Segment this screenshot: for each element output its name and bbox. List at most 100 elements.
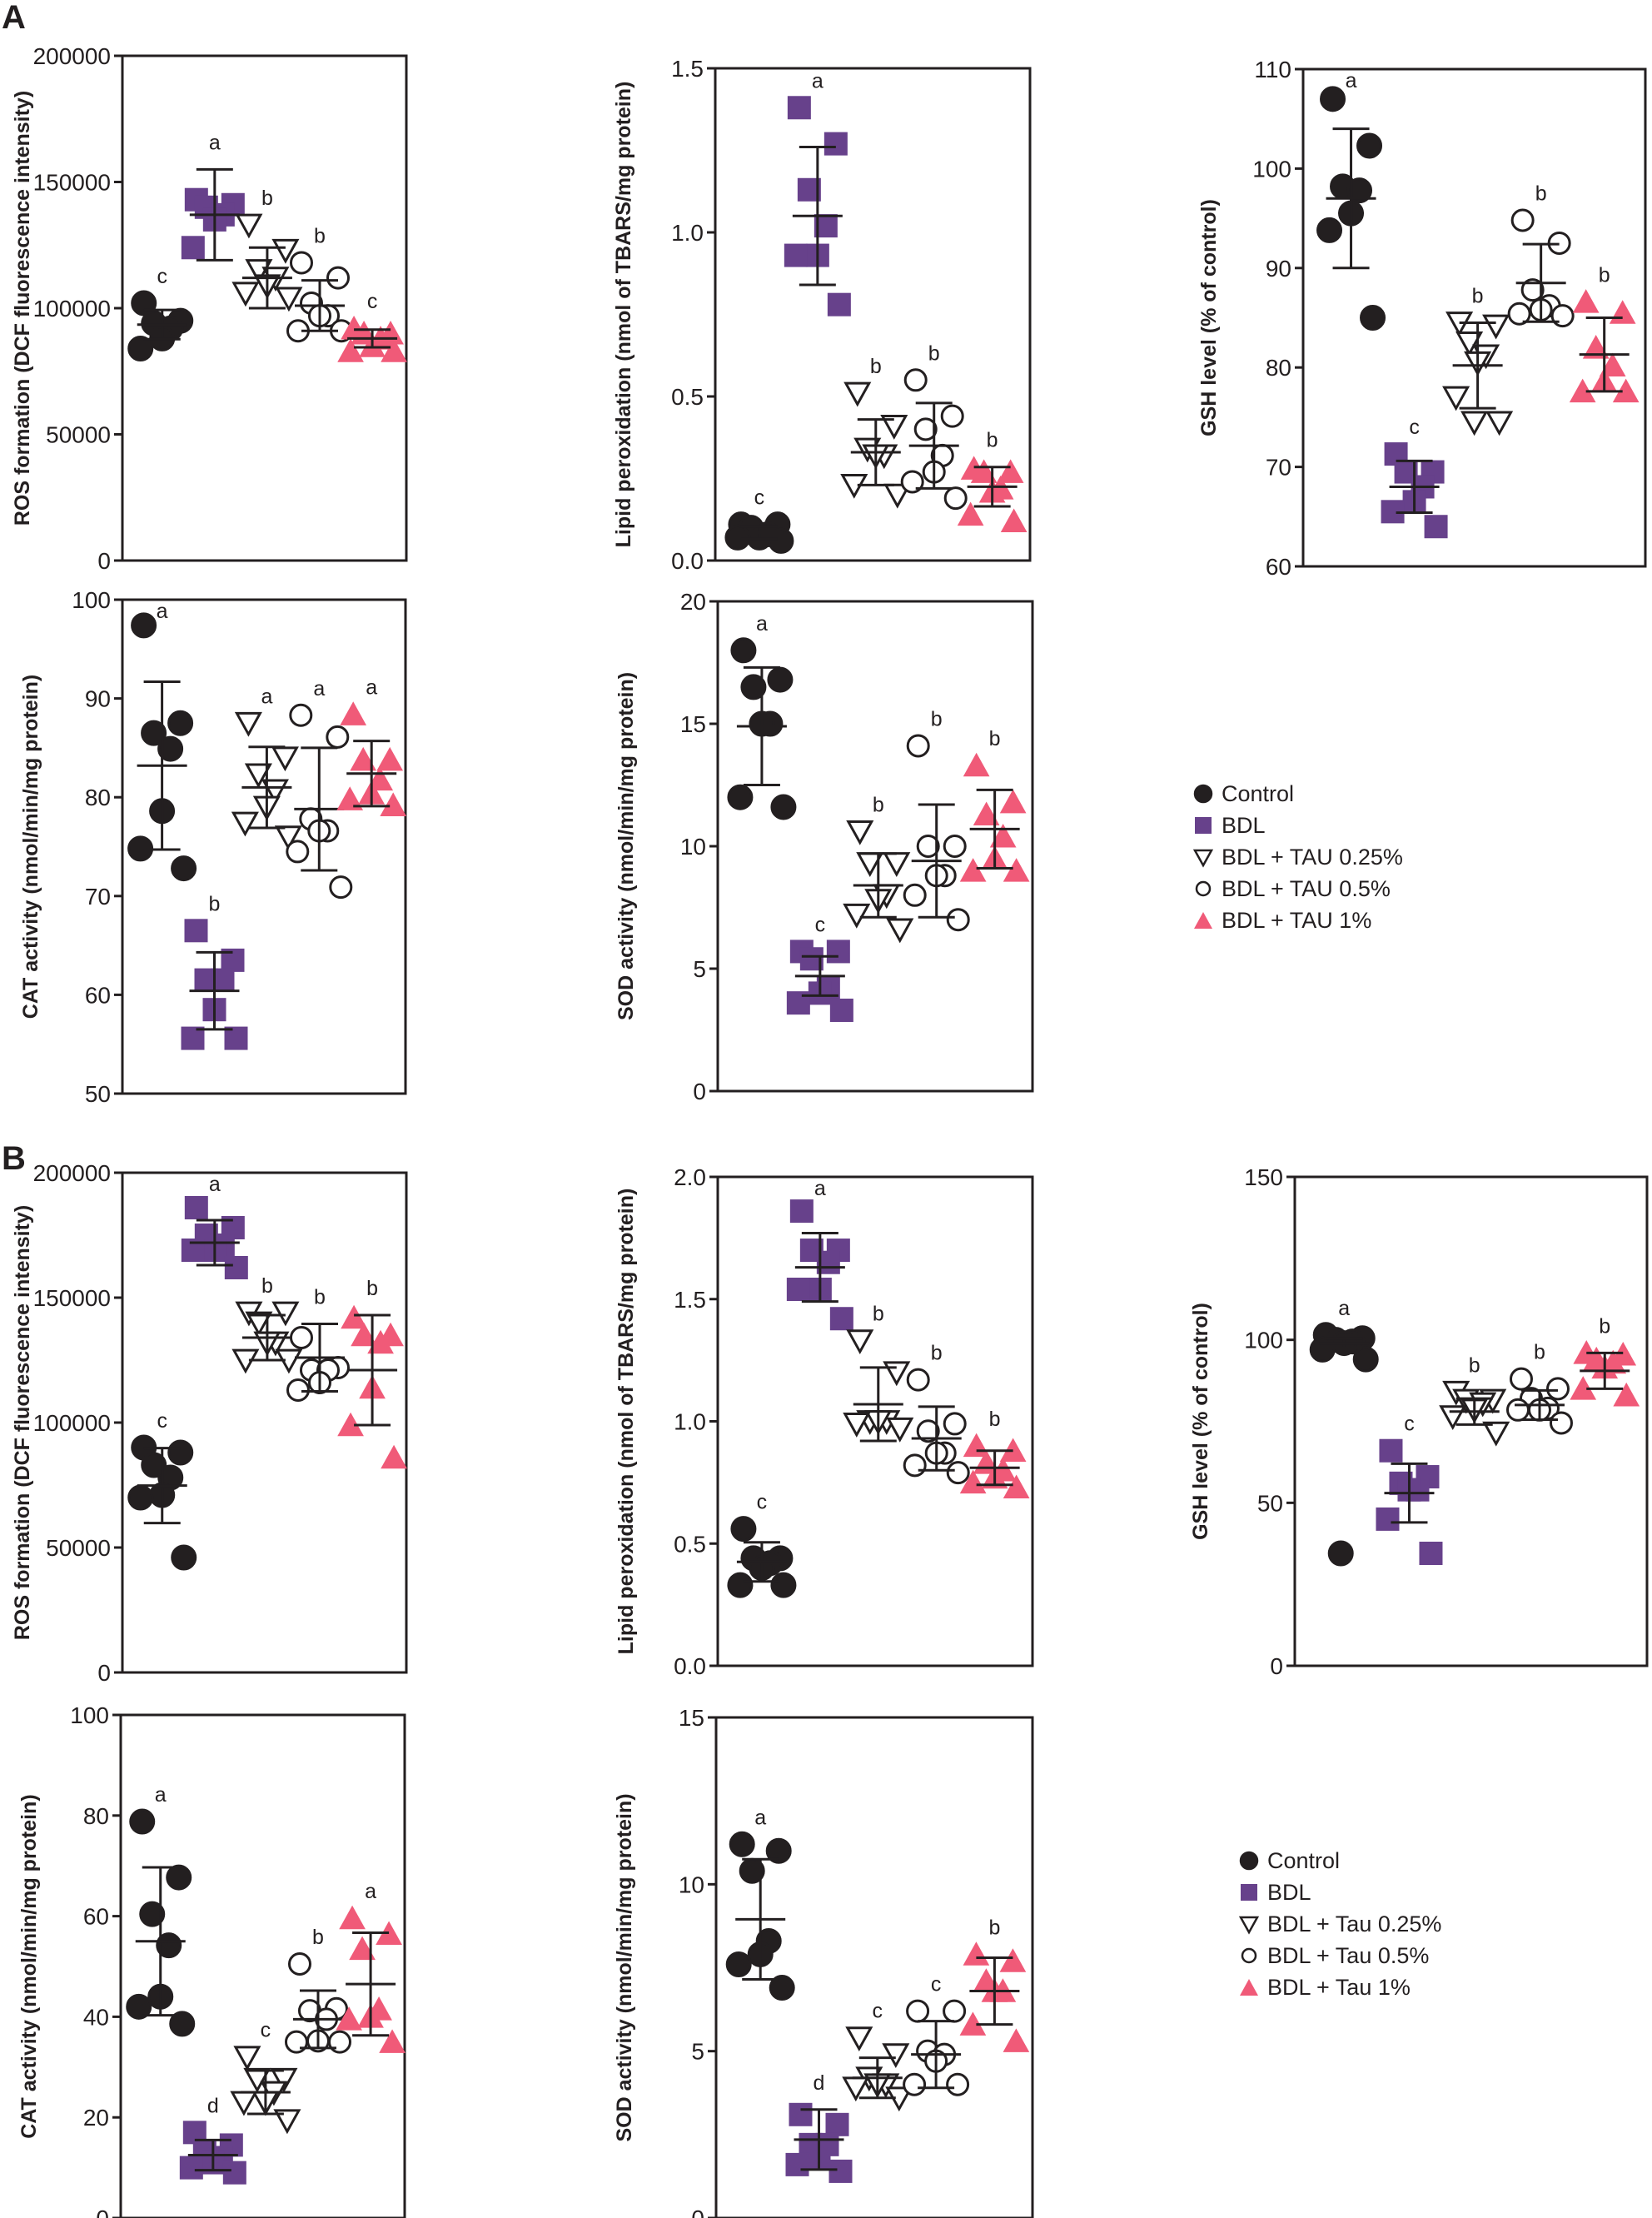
legend-item-bdl: BDL xyxy=(1241,1880,1311,1905)
data-point xyxy=(880,415,908,440)
y-axis-title: GSH level (% of control) xyxy=(1197,199,1221,436)
data-point xyxy=(1482,314,1510,340)
chart-b-sod: 0 5 10 15 SOD activity (nmol/min/mg protein)… xyxy=(613,1705,1034,2218)
group-bdl-tau-0-25: b xyxy=(843,1303,914,1443)
y-tick-label: 0.5 xyxy=(671,384,704,410)
data-point xyxy=(768,527,794,554)
data-point xyxy=(789,2102,813,2126)
plot-frame xyxy=(1301,67,1647,568)
chart-a-sod: 0 5 10 15 20 SOD activity (nmol/min/mg protei… xyxy=(615,589,1034,1104)
legend-label: BDL xyxy=(1267,1880,1311,1905)
group-bdl: c xyxy=(1376,1413,1443,1565)
group-bdl-tau-1: c xyxy=(337,290,407,362)
y-tick-label: 0 xyxy=(97,548,111,574)
data-point xyxy=(946,2072,970,2096)
data-point xyxy=(1507,302,1531,326)
legend-marker-triangle-up-icon xyxy=(1194,912,1212,929)
data-point xyxy=(1419,1541,1443,1565)
significance-letter: b xyxy=(1472,284,1484,307)
chart-b-ros: 0 50000 100000 150000 200000 ROS formation (D… xyxy=(11,1160,408,1686)
y-tick-label: 50000 xyxy=(46,1535,111,1561)
plot-frame xyxy=(119,1713,406,2218)
y-axis-title: CAT activity (nmol/min/mg protein) xyxy=(17,1794,41,2138)
data-point xyxy=(829,1307,853,1331)
data-point xyxy=(946,908,970,932)
y-tick-label: 80 xyxy=(1266,355,1291,381)
data-point xyxy=(725,1951,752,1977)
group-bdl: a xyxy=(181,1173,248,1279)
group-control: a xyxy=(126,1783,196,2037)
group-control: a xyxy=(127,600,197,882)
data-point xyxy=(959,858,987,882)
legend-marker-square-icon xyxy=(1195,817,1212,834)
data-point xyxy=(243,2067,271,2093)
significance-letter: a xyxy=(209,131,221,154)
group-bdl: b xyxy=(181,892,248,1050)
data-point xyxy=(845,2026,873,2052)
y-tick-label: 1.0 xyxy=(671,220,704,246)
data-point xyxy=(1424,515,1448,539)
data-point xyxy=(886,918,914,944)
significance-letter: a xyxy=(261,685,272,708)
data-point xyxy=(381,338,407,362)
data-point xyxy=(1572,289,1600,313)
data-point xyxy=(166,1864,192,1891)
group-bdl-tau-0-25: c xyxy=(842,2000,913,2112)
group-control: a xyxy=(725,1806,795,2001)
legend-marker-triangle-down-icon xyxy=(1238,1916,1260,1935)
data-point xyxy=(770,1572,797,1598)
data-point xyxy=(827,292,851,317)
data-point xyxy=(903,2072,927,2096)
y-tick-label: 0 xyxy=(693,1079,706,1104)
data-point xyxy=(1442,386,1470,411)
significance-letter: b xyxy=(1599,1314,1610,1338)
group-control: a xyxy=(1316,69,1386,331)
y-axis-title: SOD activity (nmol/min/mg protein) xyxy=(613,1793,636,2141)
data-point xyxy=(786,1278,810,1302)
y-tick-label: 0 xyxy=(96,2206,109,2218)
data-point xyxy=(785,2152,809,2176)
significance-letter: b xyxy=(209,892,221,915)
significance-letter: b xyxy=(931,707,943,730)
data-point xyxy=(141,720,167,746)
data-point xyxy=(327,2030,351,2054)
chart-a-lipid: 0.0 0.5 1.0 1.5 Lipid peroxidation (nmol of … xyxy=(612,56,1032,574)
legend-marker-circle-icon xyxy=(1239,1851,1259,1871)
significance-letter: c xyxy=(754,486,765,510)
y-tick-label: 90 xyxy=(85,686,111,712)
significance-letter: c xyxy=(367,290,378,313)
group-bdl-tau-0-25: b xyxy=(843,793,914,944)
data-point xyxy=(906,1999,930,2023)
legend-label: Control xyxy=(1222,781,1294,806)
data-point xyxy=(1582,335,1610,359)
y-tick-label: 0 xyxy=(691,2206,704,2218)
significance-letter: a xyxy=(366,676,377,700)
data-point xyxy=(1003,858,1030,882)
legend-label: BDL + Tau 1% xyxy=(1267,1975,1411,2000)
data-point xyxy=(271,1301,300,1327)
significance-letter: a xyxy=(209,1173,221,1196)
y-tick-label: 60 xyxy=(85,982,111,1008)
data-point xyxy=(244,763,272,789)
y-tick-label: 100 xyxy=(70,1702,109,1728)
data-point xyxy=(846,1329,874,1355)
data-point xyxy=(350,746,377,771)
y-tick-label: 60 xyxy=(83,1904,109,1930)
plot-frame xyxy=(1293,1175,1649,1667)
data-point xyxy=(843,381,872,407)
legend-item-control: Control xyxy=(1193,781,1294,806)
group-bdl-tau-0-25: b xyxy=(231,1274,303,1374)
data-point xyxy=(1509,1367,1533,1391)
data-point xyxy=(769,1975,795,2001)
plot-frame xyxy=(714,1716,1034,2218)
y-tick-label: 150000 xyxy=(33,170,111,196)
data-point xyxy=(184,919,208,943)
chart-b-lipid: 0.0 0.5 1.0 1.5 2.0 Lipid peroxidation (nmol … xyxy=(615,1164,1034,1679)
y-axis-title: ROS formation (DCF fluorescence intensit… xyxy=(11,1205,34,1640)
data-point xyxy=(233,2046,261,2071)
y-tick-label: 60 xyxy=(1266,554,1291,580)
data-point xyxy=(727,784,754,810)
plot-frame xyxy=(714,67,1032,562)
legend-marker-circle-open-icon xyxy=(1195,880,1212,897)
data-point xyxy=(1000,508,1028,532)
